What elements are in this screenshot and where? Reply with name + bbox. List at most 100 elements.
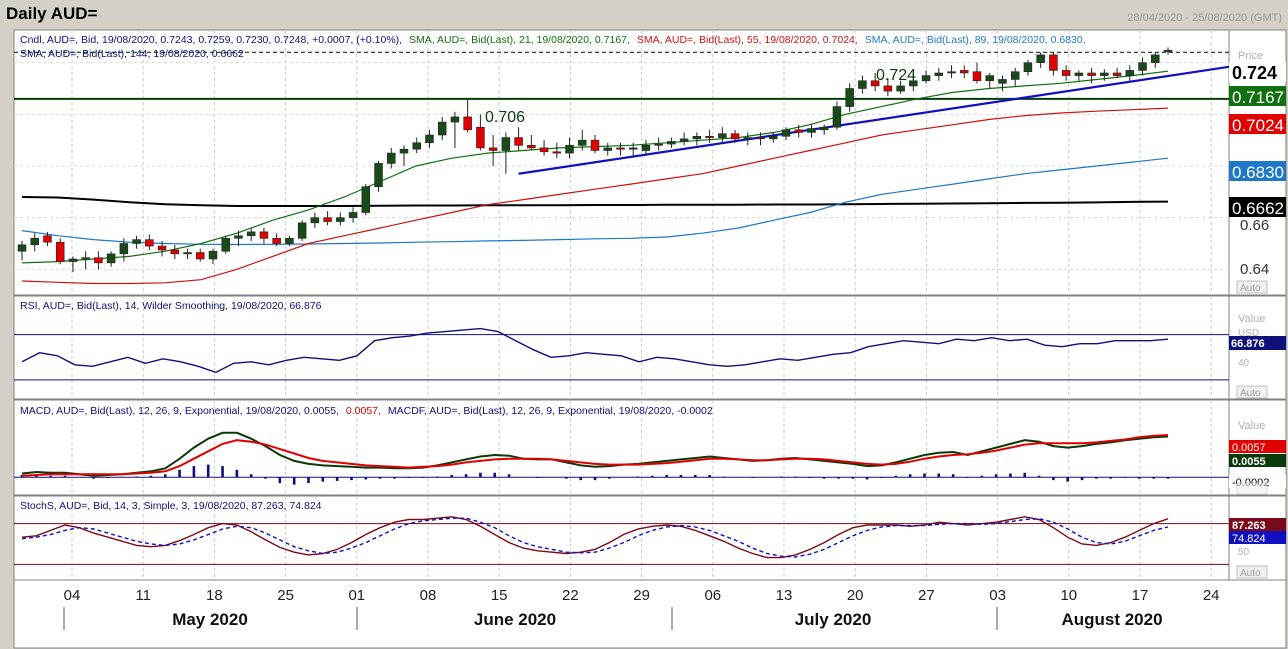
x-tick-label: 24 — [1203, 587, 1220, 604]
candle-body — [960, 70, 969, 74]
stoch-tag-d-bg — [1229, 531, 1286, 544]
series-layer — [14, 47, 1230, 565]
candle-body — [234, 235, 243, 239]
candle-body — [43, 235, 52, 243]
price-legend-candle: Cndl, AUD=, Bid, 19/08/2020, 0.7243, 0.7… — [20, 34, 402, 46]
price-legend-sma89: SMA, AUD=, Bid(Last), 89, 19/08/2020, 0.… — [865, 34, 1086, 46]
candle-body — [781, 129, 791, 137]
candle-body — [807, 128, 816, 133]
level-annotation-724: 0.724 — [876, 67, 916, 84]
sma89-line — [21, 157, 1169, 246]
stoch-auto-label: Auto — [1240, 568, 1261, 579]
candle-body — [730, 133, 740, 140]
candle-body — [1010, 71, 1020, 80]
price-axis-tick-064: 0.64 — [1240, 261, 1269, 278]
candle-body — [628, 147, 638, 150]
level-annotation-706: 0.706 — [485, 109, 525, 126]
candle-body — [603, 147, 612, 151]
candle-body — [285, 238, 294, 244]
rsi-axis-tick-40: 40 — [1238, 358, 1250, 369]
candle-body — [387, 152, 396, 164]
candle-body — [654, 143, 663, 146]
candle-body — [361, 186, 371, 213]
price-panel[interactable] — [13, 29, 1230, 296]
x-tick-label: 20 — [847, 587, 864, 604]
candle-body — [132, 239, 141, 244]
tag-sma21: 0.7167 — [1232, 88, 1284, 107]
tag-sma55-bg — [1229, 114, 1286, 134]
candle-body — [272, 238, 281, 244]
trend-line — [518, 65, 1230, 175]
candle-body — [756, 137, 765, 140]
price-axis-tick-066: 0.66 — [1240, 217, 1269, 234]
candle-body — [374, 163, 383, 187]
macd-legend: MACD, AUD=, Bid(Last), 12, 26, 9, Expone… — [20, 405, 713, 417]
price-legend: Cndl, AUD=, Bid, 19/08/2020, 0.7243, 0.7… — [20, 34, 1086, 46]
candle-body — [743, 137, 753, 140]
candle-body — [336, 217, 345, 222]
candle-body — [1163, 49, 1173, 52]
candle-body — [1036, 54, 1045, 63]
tag-sma21-bg — [1229, 86, 1286, 106]
candle-body — [679, 138, 689, 142]
candle-body — [858, 80, 867, 89]
candle-body — [30, 238, 39, 246]
macd-tag-signal: 0.0057 — [1232, 442, 1266, 454]
x-tick-label: 17 — [1132, 587, 1149, 604]
tag-sma144: 0.6662 — [1232, 199, 1284, 218]
candle-body — [1112, 72, 1122, 76]
candle-body — [832, 106, 842, 128]
candle-body — [616, 147, 625, 150]
candle-body — [718, 133, 727, 138]
candle-body — [870, 80, 880, 87]
x-tick-label: 18 — [206, 587, 223, 604]
candle-body — [845, 88, 854, 107]
time-axis-panel — [13, 579, 1287, 649]
macd-signal-line — [21, 434, 1169, 477]
x-tick-label: 06 — [704, 587, 721, 604]
x-tick-label: 29 — [633, 587, 650, 604]
candle-body — [208, 250, 218, 260]
candle-body — [348, 212, 358, 218]
candle-body — [145, 239, 154, 247]
stoch-tag-k-bg — [1229, 518, 1286, 531]
stoch-panel[interactable] — [13, 495, 1230, 581]
candle-body — [68, 258, 78, 262]
candle-body — [1125, 70, 1135, 76]
candle-body — [1087, 72, 1096, 76]
candle-body — [883, 85, 893, 92]
macd-tag-main-bg — [1229, 454, 1286, 467]
candle-body — [1100, 72, 1109, 76]
candle-body — [450, 116, 460, 123]
tag-sma55: 0.7024 — [1232, 116, 1284, 135]
macd-tag-main: 0.0055 — [1232, 456, 1266, 468]
candle-body — [17, 244, 27, 252]
candle-body — [1049, 54, 1058, 71]
stoch-legend: StochS, AUD=, Bid, 14, 3, Simple, 3, 19/… — [20, 500, 322, 512]
candle-body — [170, 249, 180, 255]
month-label: July 2020 — [795, 610, 872, 629]
macd-axis-header: Value — [1238, 420, 1265, 432]
candle-body — [1074, 72, 1084, 76]
stoch-auto-button[interactable] — [1236, 565, 1268, 579]
candle-body — [196, 252, 205, 260]
tag-close-bg — [1229, 62, 1286, 82]
stoch-tag-d: 74.824 — [1232, 533, 1266, 545]
tag-sma89-bg — [1229, 161, 1286, 181]
candle-body — [259, 231, 269, 239]
month-label: August 2020 — [1061, 610, 1162, 629]
candle-body — [81, 257, 90, 260]
rsi-axis-header: Value — [1238, 313, 1265, 325]
tag-sma144-bg — [1229, 197, 1286, 217]
x-tick-label: 27 — [918, 587, 935, 604]
macd-legend-signal: 0.0057, — [346, 405, 381, 417]
candle-body — [667, 141, 676, 145]
macd-auto-button[interactable] — [1236, 482, 1268, 495]
date-range-label: 28/04/2020 - 25/08/2020 (GMT) — [1127, 12, 1282, 24]
rsi-auto-button[interactable] — [1236, 385, 1268, 399]
tag-close: 0.724 — [1232, 63, 1277, 83]
candle-body — [947, 71, 956, 74]
candle-body — [1138, 62, 1147, 71]
price-auto-button[interactable] — [1236, 280, 1268, 294]
